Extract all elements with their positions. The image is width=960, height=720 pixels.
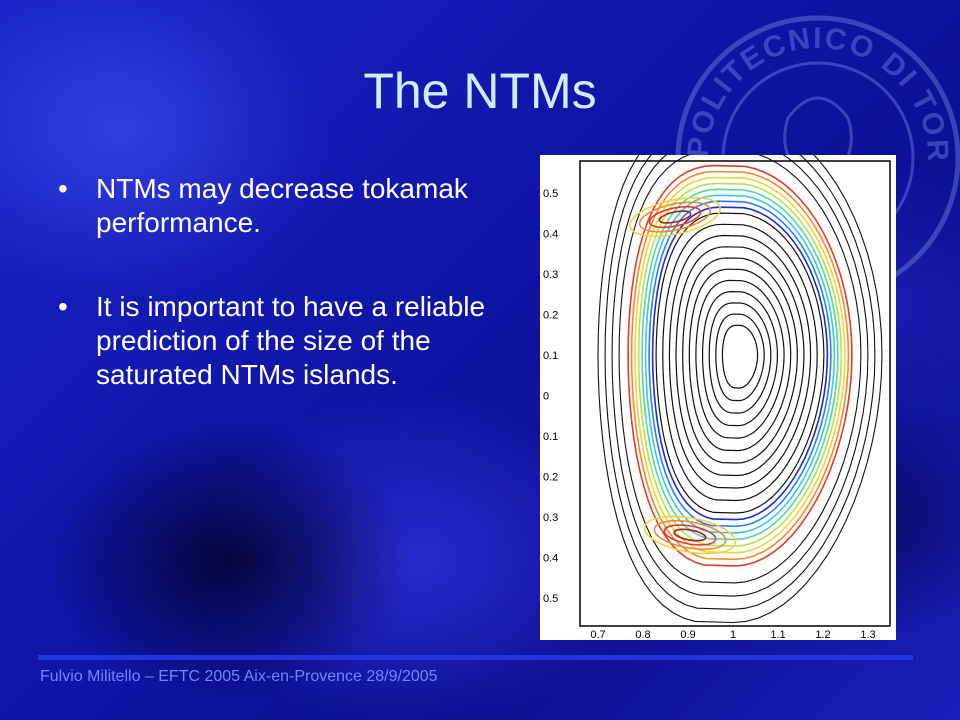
- magnetic-islands: [629, 197, 737, 555]
- x-tick-label: 0.7: [590, 629, 605, 640]
- slide-title: The NTMs: [363, 63, 597, 119]
- flux-surface: [702, 290, 779, 427]
- y-tick-label: 0.4: [543, 553, 558, 565]
- island-contour: [648, 205, 702, 229]
- island-band-contour: [627, 164, 853, 567]
- island-band-contour: [634, 176, 846, 554]
- y-tick-label: 0: [543, 391, 549, 403]
- flux-surface: [675, 246, 805, 477]
- island-contour: [638, 201, 712, 233]
- outer-flux-surface: [597, 155, 883, 624]
- outer-flux-surface: [611, 155, 869, 597]
- footer-text: Fulvio Militello – EFTC 2005 Aix-en-Prov…: [40, 668, 438, 685]
- y-tick-label: 0.4: [543, 229, 558, 241]
- flux-surface: [662, 223, 818, 502]
- bullet-marker: •: [58, 291, 68, 322]
- y-tick-label: 0.3: [543, 269, 558, 281]
- island-contour: [643, 515, 737, 555]
- x-tick-label: 1.1: [770, 629, 785, 640]
- flux-surface: [682, 257, 798, 464]
- outer-flux-surface: [604, 155, 876, 610]
- island-contour: [653, 519, 727, 551]
- bullet-text: NTMs may decrease tokamak performance.: [96, 173, 468, 238]
- island-contour: [673, 528, 707, 542]
- island-band-contour: [644, 194, 836, 534]
- flux-surface: [668, 234, 812, 489]
- flux-surface: [655, 212, 825, 514]
- footer-divider: [38, 655, 913, 660]
- x-tick-label: 1: [730, 629, 736, 640]
- bullet-item: • It is important to have a reliable pre…: [56, 290, 516, 392]
- island-band-contour: [648, 200, 832, 528]
- island-contour: [629, 197, 721, 237]
- island-band-contour: [651, 206, 829, 521]
- bullet-marker: •: [58, 173, 68, 204]
- x-tick-label: 1.2: [815, 629, 830, 640]
- island-band-contour: [641, 188, 839, 541]
- island-band-contour: [630, 170, 850, 561]
- y-tick-label: 0.1: [543, 350, 558, 362]
- flux-surface: [708, 302, 772, 414]
- y-tick-label: 0.2: [543, 472, 558, 484]
- bullet-item: • NTMs may decrease tokamak performance.: [56, 172, 516, 240]
- x-tick-labels: 0.7 0.8 0.9 1 1.1 1.2 1.3: [590, 629, 875, 640]
- flux-surface: [695, 279, 785, 439]
- x-tick-label: 0.8: [635, 629, 650, 640]
- x-tick-label: 0.9: [680, 629, 695, 640]
- y-tick-label: 0.5: [543, 593, 558, 605]
- y-tick-label: 0.2: [543, 310, 558, 322]
- x-tick-label: 1.3: [860, 629, 875, 640]
- flux-surface: [721, 324, 759, 389]
- y-tick-label: 0.3: [543, 512, 558, 524]
- outer-flux-surface: [618, 155, 862, 584]
- ntm-contour-plot: 0.5 0.4 0.3 0.2 0.1 0 0.1 0.2 0.3 0.4 0.5 0.7 0.8 0.…: [540, 155, 896, 640]
- y-tick-labels: 0.5 0.4 0.3 0.2 0.1 0 0.1 0.2 0.3 0.4 0.5: [543, 188, 558, 605]
- island-band-contour: [637, 182, 843, 547]
- bullet-list: • NTMs may decrease tokamak performance.…: [56, 172, 516, 392]
- island-contour: [663, 524, 717, 546]
- island-contour: [658, 210, 692, 224]
- contour-lines: [597, 155, 883, 624]
- flux-surface: [688, 268, 792, 452]
- flux-surface: [715, 313, 765, 402]
- y-tick-label: 0.5: [543, 188, 558, 200]
- plot-frame: [579, 160, 891, 627]
- bullet-text: It is important to have a reliable predi…: [96, 291, 486, 390]
- y-tick-label: 0.1: [543, 431, 558, 443]
